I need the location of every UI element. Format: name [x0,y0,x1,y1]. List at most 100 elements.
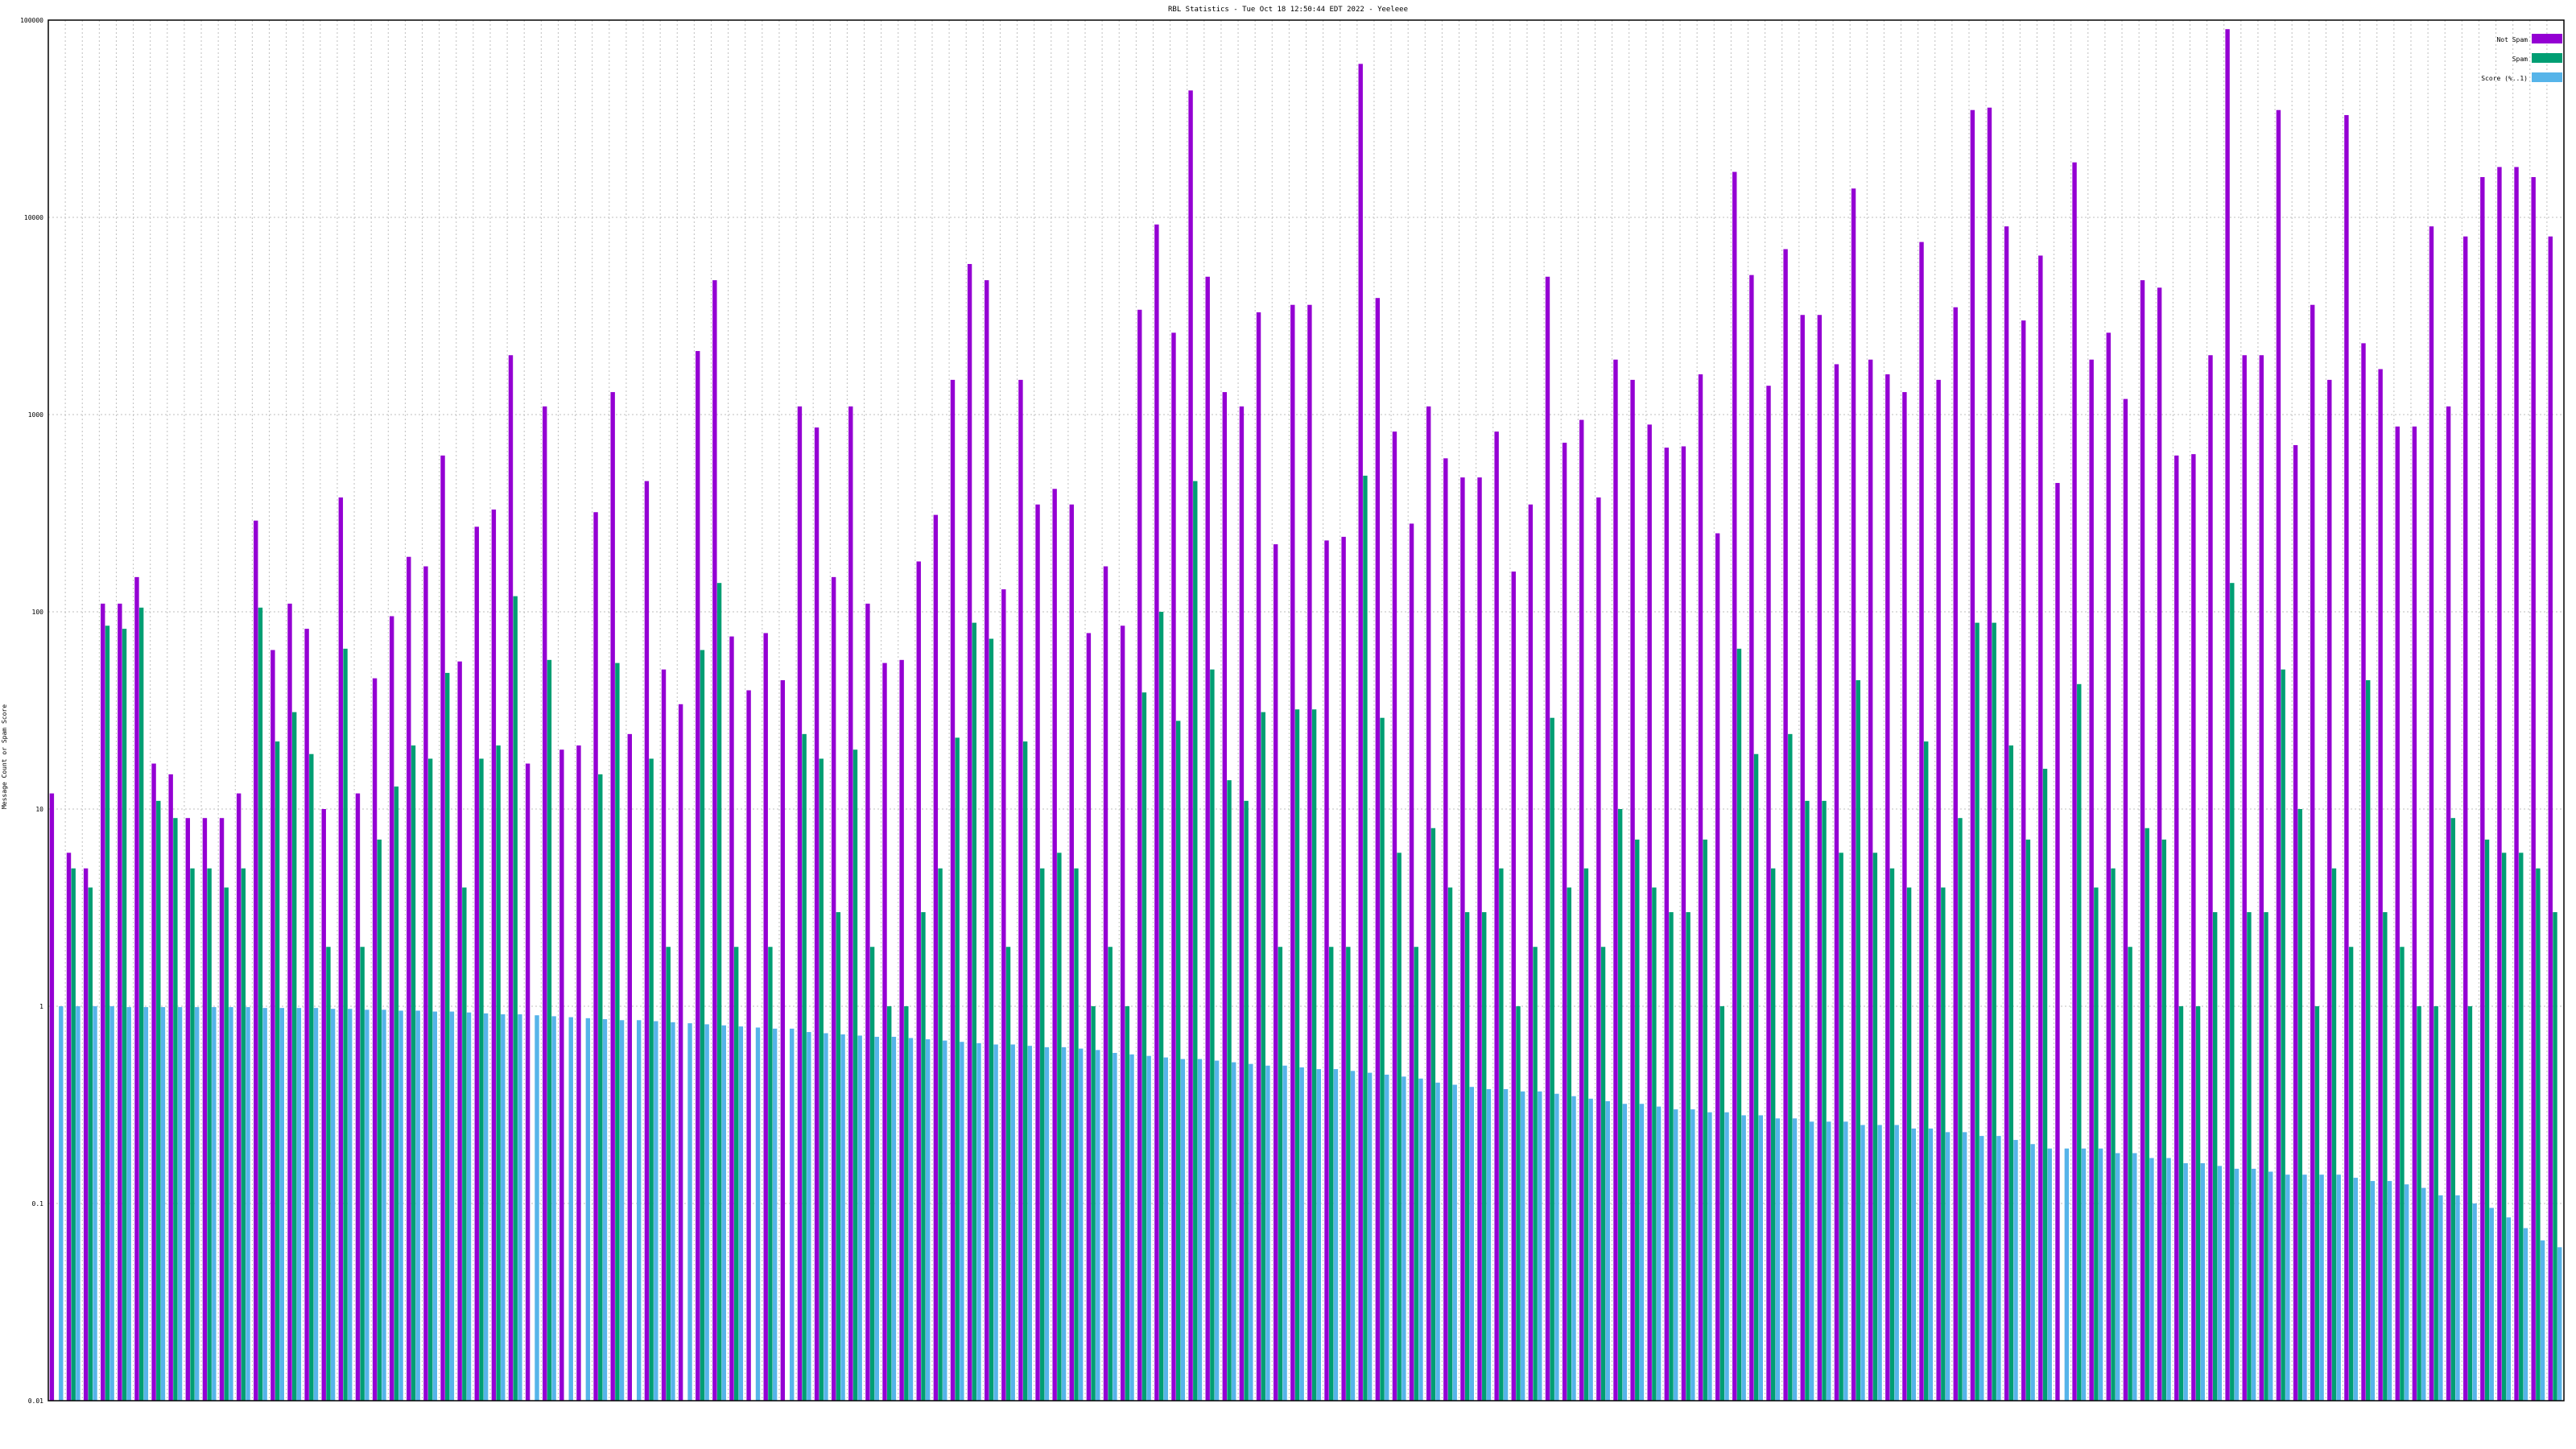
spam-bar [122,629,127,1401]
score-bar [365,1009,369,1401]
not-spam-bar [1086,633,1092,1401]
spam-bar [2553,912,2557,1401]
spam-bar [2383,912,2388,1401]
not-spam-bar [49,793,55,1401]
spam-bar [1822,800,1827,1401]
score-bar [229,1007,233,1401]
not-spam-bar [865,603,870,1401]
spam-bar [2450,818,2455,1401]
score-bar [1554,1093,1559,1401]
not-spam-bar [2514,167,2519,1402]
not-spam-bar [2242,355,2247,1401]
spam-bar [1074,868,1079,1401]
spam-bar [1261,712,1265,1401]
not-spam-bar [780,679,786,1401]
not-spam-bar [1562,442,1567,1402]
y-tick-label: 1 [39,1003,43,1010]
not-spam-bar [1035,504,1040,1402]
not-spam-bar [2140,280,2145,1402]
not-spam-bar [168,774,173,1401]
score-bar [908,1038,914,1401]
legend-label: Spam [2512,56,2528,63]
spam-bar [819,758,824,1401]
score-bar [738,1026,744,1401]
score-bar [1639,1104,1645,1401]
plot-frame [47,19,2565,1402]
spam-bar [496,745,501,1401]
spam-bar [869,947,875,1401]
not-spam-bar [899,659,904,1401]
score-bar [1928,1128,1934,1401]
score-bar [398,1010,403,1401]
not-spam-bar [2412,426,2417,1401]
score-bar [1486,1088,1492,1401]
score-bar [1809,1121,1814,1401]
spam-bar [1856,679,1860,1401]
not-spam-bar [1018,379,1023,1401]
bars [49,29,2562,1402]
not-spam-bar [1919,242,1924,1401]
spam-bar [1447,887,1453,1401]
not-spam-bar [1936,379,1941,1401]
spam-bar [377,839,382,1401]
score-bar [2115,1153,2120,1401]
score-bar [1249,1063,1253,1401]
score-bar [790,1028,795,1401]
spam-bar [1906,887,1912,1401]
spam-bar [1703,839,1707,1401]
score-bar [1367,1072,1373,1401]
spam-bar [258,607,263,1401]
not-spam-bar [1409,523,1414,1402]
legend-swatch [2532,53,2562,63]
score-bar [1469,1087,1475,1401]
spam-bar [1516,1006,1521,1401]
spam-bar [2042,768,2048,1401]
score-bar [960,1042,964,1401]
y-tick-label: 10 [35,806,43,813]
not-spam-bar [1052,489,1057,1401]
spam-bar [716,583,722,1401]
not-spam-bar [134,576,139,1401]
score-bar [313,1008,319,1401]
score-bar [518,1014,522,1401]
score-bar [1163,1057,1168,1401]
not-spam-bar [66,852,72,1401]
score-bar [415,1010,420,1401]
not-spam-bar [661,669,667,1401]
score-bar [1741,1115,1746,1401]
not-spam-bar [101,603,105,1401]
score-bar [1418,1078,1423,1401]
score-bar [1265,1065,1270,1401]
score-bar [1044,1046,1050,1401]
score-bar [1945,1132,1951,1401]
score-bar [1299,1067,1304,1401]
not-spam-bar [2055,482,2060,1402]
spam-bar [2519,852,2524,1401]
score-bar [1333,1069,1339,1401]
score-bar [1588,1098,1593,1401]
spam-bar [1464,912,1470,1401]
spam-bar [615,663,620,1401]
not-spam-bar [219,818,225,1401]
score-bar [704,1024,709,1401]
not-spam-bar [1511,571,1516,1401]
score-bar [195,1007,200,1401]
spam-bar [2161,839,2167,1401]
score-bar [807,1032,811,1401]
not-spam-bar [2293,444,2298,1402]
score-bar [1860,1125,1865,1401]
not-spam-bar [1749,275,1754,1401]
spam-bar [1872,852,1878,1401]
score-bar [568,1017,573,1401]
spam-bar [2178,1006,2184,1401]
spam-bar [1958,818,1963,1401]
score-bar [2098,1148,2103,1401]
score-bar [501,1014,506,1401]
spam-bar [904,1006,909,1401]
spam-bar [1617,809,1623,1401]
spam-bar [1363,475,1368,1401]
not-spam-bar [151,763,156,1401]
score-bar [2183,1162,2188,1401]
not-spam-bar [389,616,394,1401]
score-bar [1520,1091,1525,1401]
